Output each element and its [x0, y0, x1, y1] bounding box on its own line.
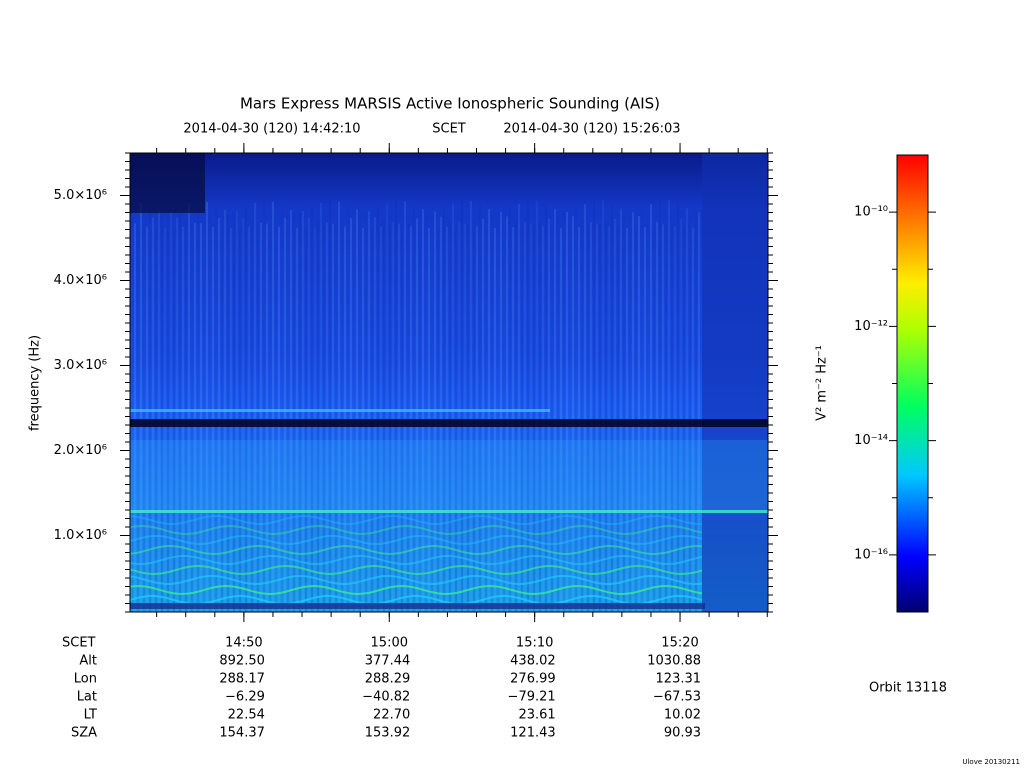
colorbar-tick-label: 10⁻¹⁴ — [854, 433, 888, 448]
spectrogram-dark-strip — [702, 153, 768, 612]
spectrogram-dark-corner — [130, 153, 205, 213]
ephemeris-label: LT — [84, 708, 97, 723]
spectrogram-trace — [129, 554, 703, 566]
ephemeris-value: −6.29 — [225, 690, 265, 705]
ephemeris-value: 154.37 — [219, 726, 265, 741]
y-tick-label: 4.0×10⁶ — [54, 273, 107, 288]
y-tick-label: 5.0×10⁶ — [54, 188, 107, 203]
x-tick-label: 15:10 — [516, 636, 553, 651]
ephemeris-value: 153.92 — [365, 726, 411, 741]
x-tick-label: 15:00 — [371, 636, 408, 651]
ephemeris-label: Lon — [74, 672, 97, 687]
ephemeris-value: −40.82 — [362, 690, 410, 705]
spectrogram-trace — [129, 594, 703, 605]
y-axis-label: frequency (Hz) — [28, 335, 43, 431]
ephemeris-label: Lat — [77, 690, 97, 705]
colorbar-tick-label: 10⁻¹⁰ — [854, 205, 888, 220]
ephemeris-value: 288.29 — [365, 672, 411, 687]
subtitle-frame: SCET — [432, 122, 466, 137]
ephemeris-value: 892.50 — [219, 654, 265, 669]
spectrogram-trace — [129, 534, 703, 546]
ephemeris-value: 288.17 — [219, 672, 265, 687]
y-tick-label: 3.0×10⁶ — [54, 358, 107, 373]
ephemeris-label: SZA — [71, 726, 97, 741]
spectrogram-trace — [129, 524, 703, 536]
spectrogram — [129, 153, 768, 612]
colorbar-tick-label: 10⁻¹⁶ — [854, 547, 888, 562]
spectrogram-cyan-line — [130, 510, 768, 513]
footer: Ulove 20130211 — [962, 758, 1020, 766]
ephemeris-label: Alt — [79, 654, 97, 669]
spectrogram-light-band — [130, 440, 768, 510]
ephemeris-value: 23.61 — [518, 708, 555, 723]
ephemeris-value: 10.02 — [664, 708, 701, 723]
x-tick-label: 15:20 — [661, 636, 698, 651]
spectrogram-background — [130, 153, 768, 612]
ephemeris-value: −67.53 — [653, 690, 701, 705]
colorbar-tick-label: 10⁻¹² — [854, 319, 888, 334]
spectrogram-trace — [129, 574, 703, 586]
spectrogram-trace — [129, 564, 703, 576]
ephemeris-value: 276.99 — [510, 672, 556, 687]
spectrogram-cyan-line — [130, 409, 550, 412]
chart-title: Mars Express MARSIS Active Ionospheric S… — [240, 95, 660, 113]
x-tick-label: 14:50 — [225, 636, 262, 651]
ephemeris-value: 90.93 — [664, 726, 701, 741]
colorbar-label: V² m⁻² Hz⁻¹ — [815, 345, 830, 421]
ephemeris-value: 121.43 — [510, 726, 556, 741]
spectrogram-trace — [129, 584, 703, 596]
ephemeris-value: 22.54 — [228, 708, 265, 723]
y-tick-label: 1.0×10⁶ — [54, 528, 107, 543]
ephemeris-value: 22.70 — [373, 708, 410, 723]
subtitle-end: 2014-04-30 (120) 15:26:03 — [503, 122, 680, 137]
time-row-label: SCET — [62, 636, 96, 651]
ephemeris-value: 377.44 — [365, 654, 411, 669]
spectrogram-trace — [129, 514, 703, 526]
ephemeris-value: 438.02 — [510, 654, 556, 669]
spectrogram-trace — [129, 544, 703, 556]
ephemeris-value: −79.21 — [508, 690, 556, 705]
ephemeris-value: 123.31 — [656, 672, 702, 687]
spectrogram-dark-band — [130, 419, 768, 427]
orbit-label: Orbit 13118 — [869, 681, 947, 696]
ephemeris-value: 1030.88 — [647, 654, 701, 669]
spectrogram-bottom — [130, 603, 705, 609]
colorbar — [896, 154, 929, 613]
y-tick-label: 2.0×10⁶ — [54, 443, 107, 458]
subtitle-start: 2014-04-30 (120) 14:42:10 — [183, 122, 360, 137]
